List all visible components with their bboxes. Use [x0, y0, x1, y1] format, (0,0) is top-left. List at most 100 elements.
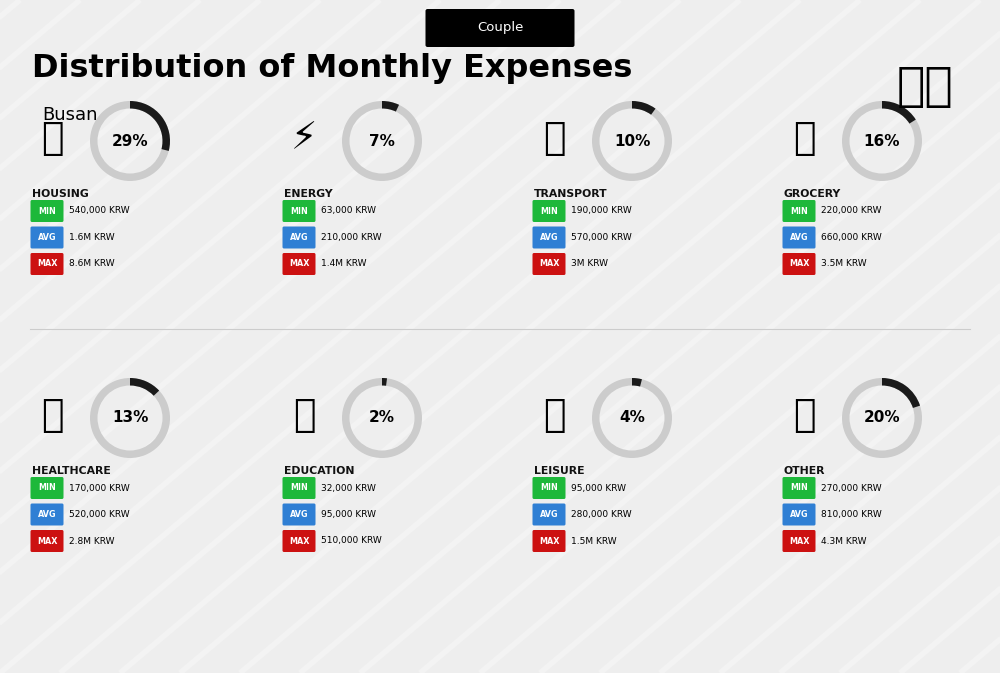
Text: 190,000 KRW: 190,000 KRW [571, 207, 632, 215]
Text: 95,000 KRW: 95,000 KRW [571, 483, 626, 493]
Text: MAX: MAX [539, 260, 559, 269]
FancyBboxPatch shape [782, 477, 815, 499]
Text: MIN: MIN [38, 207, 56, 215]
Text: MAX: MAX [37, 536, 57, 546]
FancyBboxPatch shape [532, 530, 566, 552]
Text: MAX: MAX [789, 536, 809, 546]
Text: AVG: AVG [540, 510, 558, 519]
FancyBboxPatch shape [31, 200, 64, 222]
Text: 4%: 4% [619, 411, 645, 425]
Text: AVG: AVG [38, 510, 56, 519]
FancyBboxPatch shape [782, 530, 815, 552]
Text: MIN: MIN [790, 207, 808, 215]
Text: 10%: 10% [614, 133, 650, 149]
Text: AVG: AVG [540, 233, 558, 242]
FancyBboxPatch shape [31, 503, 64, 526]
FancyBboxPatch shape [782, 227, 815, 248]
Text: AVG: AVG [790, 233, 808, 242]
Text: 270,000 KRW: 270,000 KRW [821, 483, 882, 493]
Text: 220,000 KRW: 220,000 KRW [821, 207, 882, 215]
Text: Distribution of Monthly Expenses: Distribution of Monthly Expenses [32, 52, 632, 83]
Text: 💰: 💰 [793, 398, 815, 434]
Text: ⚡: ⚡ [291, 121, 317, 157]
Wedge shape [632, 101, 656, 114]
Text: 🚌: 🚌 [543, 121, 565, 157]
Text: 🎓: 🎓 [293, 398, 315, 434]
FancyBboxPatch shape [283, 200, 316, 222]
Text: EDUCATION: EDUCATION [284, 466, 354, 476]
Text: 2.8M KRW: 2.8M KRW [69, 536, 115, 546]
Text: MIN: MIN [290, 483, 308, 493]
Wedge shape [90, 101, 170, 181]
Text: HEALTHCARE: HEALTHCARE [32, 466, 111, 476]
Text: 1.5M KRW: 1.5M KRW [571, 536, 617, 546]
FancyBboxPatch shape [283, 227, 316, 248]
FancyBboxPatch shape [426, 9, 575, 47]
FancyBboxPatch shape [532, 253, 566, 275]
Text: 280,000 KRW: 280,000 KRW [571, 510, 632, 519]
FancyBboxPatch shape [283, 503, 316, 526]
Text: 7%: 7% [369, 133, 395, 149]
Text: HOUSING: HOUSING [32, 189, 89, 199]
Text: 540,000 KRW: 540,000 KRW [69, 207, 130, 215]
Text: GROCERY: GROCERY [784, 189, 841, 199]
Text: MAX: MAX [37, 260, 57, 269]
FancyBboxPatch shape [31, 253, 64, 275]
Text: MIN: MIN [790, 483, 808, 493]
Text: 🇰🇷: 🇰🇷 [897, 65, 953, 110]
Text: MIN: MIN [290, 207, 308, 215]
Text: 3.5M KRW: 3.5M KRW [821, 260, 867, 269]
Text: 8.6M KRW: 8.6M KRW [69, 260, 115, 269]
Text: 210,000 KRW: 210,000 KRW [321, 233, 382, 242]
Text: 🛍: 🛍 [543, 398, 565, 434]
Text: TRANSPORT: TRANSPORT [534, 189, 608, 199]
Text: 13%: 13% [112, 411, 148, 425]
Wedge shape [130, 378, 159, 396]
Text: 💓: 💓 [41, 398, 63, 434]
Text: MAX: MAX [539, 536, 559, 546]
Text: 95,000 KRW: 95,000 KRW [321, 510, 376, 519]
Text: 32,000 KRW: 32,000 KRW [321, 483, 376, 493]
Text: 510,000 KRW: 510,000 KRW [321, 536, 382, 546]
Wedge shape [632, 378, 642, 386]
Wedge shape [842, 101, 922, 181]
Text: 20%: 20% [864, 411, 900, 425]
FancyBboxPatch shape [283, 530, 316, 552]
Text: MIN: MIN [540, 207, 558, 215]
Text: 660,000 KRW: 660,000 KRW [821, 233, 882, 242]
FancyBboxPatch shape [31, 227, 64, 248]
Text: 16%: 16% [864, 133, 900, 149]
Text: 810,000 KRW: 810,000 KRW [821, 510, 882, 519]
Text: MAX: MAX [289, 260, 309, 269]
Text: AVG: AVG [290, 510, 308, 519]
Text: Busan: Busan [42, 106, 98, 124]
Text: 1.6M KRW: 1.6M KRW [69, 233, 115, 242]
Wedge shape [382, 101, 399, 112]
Text: 170,000 KRW: 170,000 KRW [69, 483, 130, 493]
Text: MAX: MAX [289, 536, 309, 546]
FancyBboxPatch shape [532, 503, 566, 526]
Text: 3M KRW: 3M KRW [571, 260, 608, 269]
FancyBboxPatch shape [31, 530, 64, 552]
FancyBboxPatch shape [782, 200, 815, 222]
Text: 2%: 2% [369, 411, 395, 425]
FancyBboxPatch shape [532, 200, 566, 222]
Text: MIN: MIN [540, 483, 558, 493]
Text: AVG: AVG [290, 233, 308, 242]
Text: MAX: MAX [789, 260, 809, 269]
Text: Couple: Couple [477, 22, 523, 34]
Text: 1.4M KRW: 1.4M KRW [321, 260, 366, 269]
Text: MIN: MIN [38, 483, 56, 493]
Text: LEISURE: LEISURE [534, 466, 584, 476]
Text: 4.3M KRW: 4.3M KRW [821, 536, 866, 546]
Wedge shape [342, 378, 422, 458]
Text: OTHER: OTHER [784, 466, 825, 476]
FancyBboxPatch shape [31, 477, 64, 499]
Wedge shape [592, 378, 672, 458]
FancyBboxPatch shape [782, 253, 815, 275]
Wedge shape [882, 101, 916, 124]
Text: 63,000 KRW: 63,000 KRW [321, 207, 376, 215]
Text: AVG: AVG [38, 233, 56, 242]
Text: 29%: 29% [112, 133, 148, 149]
Wedge shape [342, 101, 422, 181]
